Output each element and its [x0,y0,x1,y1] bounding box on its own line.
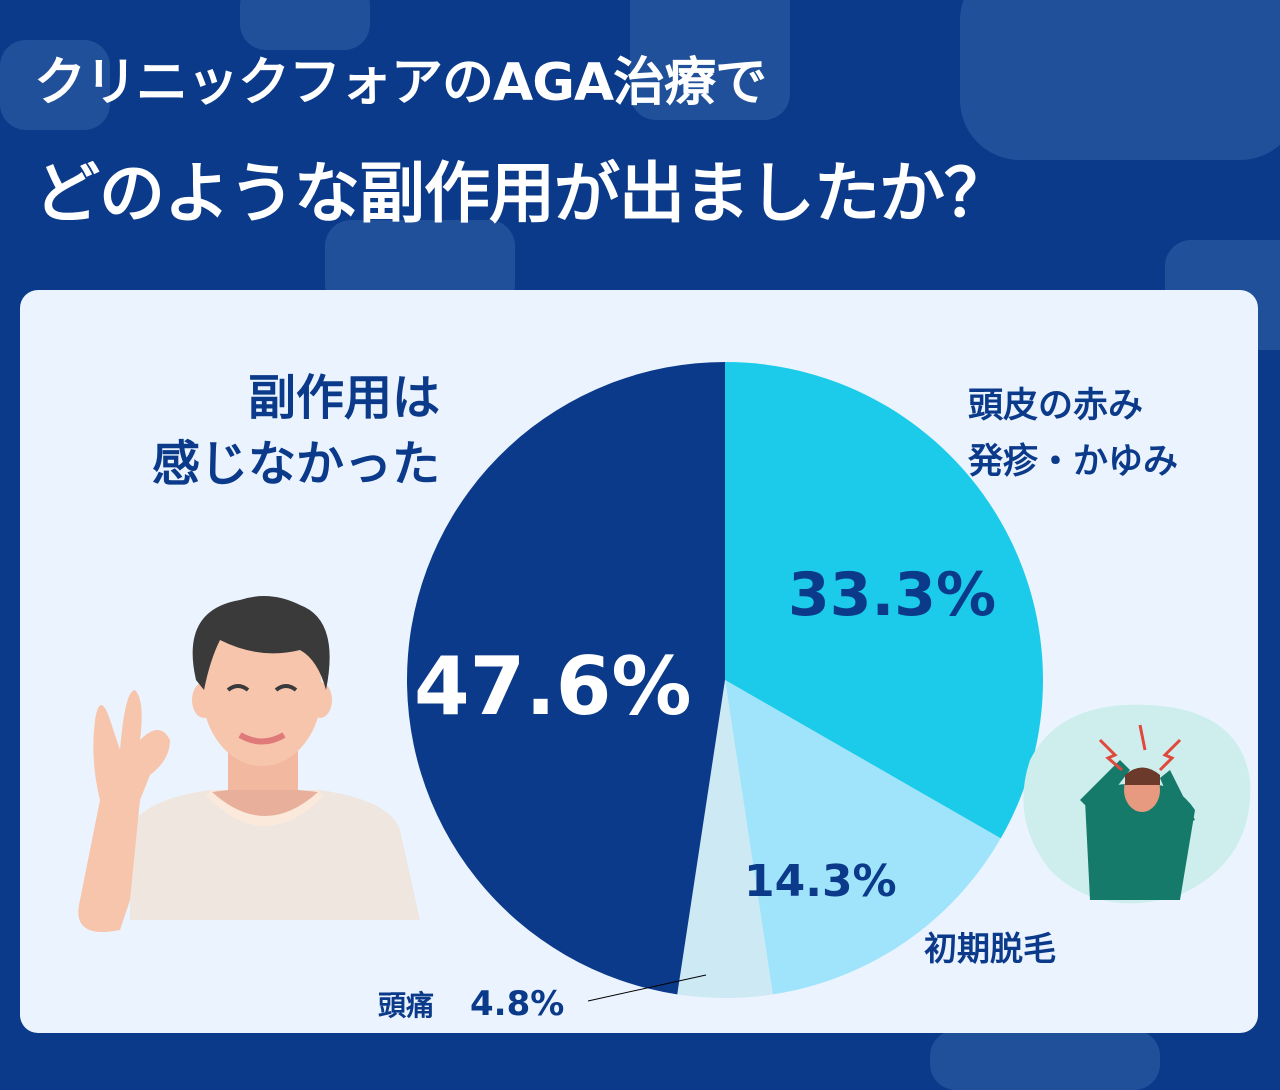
headache-label: 頭痛 [378,989,435,1022]
pct-initial-hair-loss: 14.3% [744,856,897,907]
label-line: 発疹・かゆみ [968,442,1179,482]
label-line: 頭皮の赤み [968,386,1144,426]
label-line: 感じなかった [151,436,440,492]
bg-bubble [0,40,110,130]
title-line2: どのような副作用が出ましたか？ [34,155,1010,232]
no-side-effects-label: 副作用は 感じなかった [152,365,440,497]
pie-slice-3 [407,362,725,995]
bg-bubble [630,0,790,120]
pct-scalp-redness: 33.3% [788,560,997,630]
bg-bubble [240,0,370,50]
title-line1: クリニックフォアのAGA治療で [34,53,767,113]
label-line: 副作用は [247,370,440,426]
pie-slice-0 [725,362,1043,839]
pie-slice-1 [725,680,1001,995]
initial-hair-loss-label: 初期脱毛 [924,929,1056,968]
pct-headache: 4.8% [470,984,565,1024]
scalp-redness-label: 頭皮の赤み 発疹・かゆみ [968,378,1178,490]
smiling-man-illustration [78,596,420,932]
headache-leader-line [587,974,707,1002]
pct-no-side-effects: 47.6% [414,640,692,733]
headache-person-illustration [1023,704,1251,904]
pie-slice-2 [677,680,773,998]
bg-bubble [960,0,1280,160]
